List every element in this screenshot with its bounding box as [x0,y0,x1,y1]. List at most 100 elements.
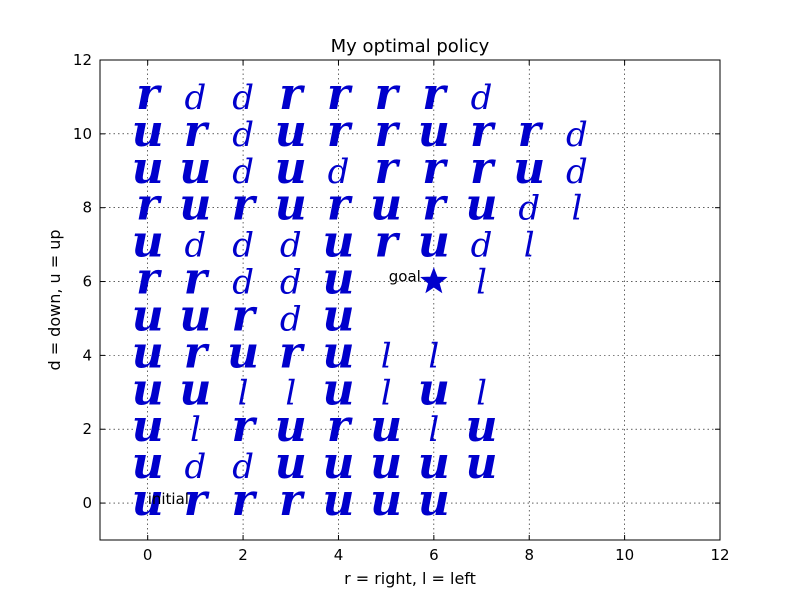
policy-action-mark: r [375,143,401,194]
policy-action-mark: r [375,69,401,120]
policy-action-mark: u [370,401,402,452]
policy-action-mark: u [132,401,164,452]
marks-layer: r d d r r r r du r d u r r u r r du u d u d r r r u dr u r u r u r u d lu d… [132,69,588,526]
policy-action-mark: l [381,336,392,376]
y-tick-label: 8 [82,199,92,217]
x-tick-label: 4 [334,546,344,564]
policy-action-mark: u [418,106,450,157]
policy-action-mark: u [179,364,211,415]
policy-action-mark: u [322,217,354,268]
policy-action-mark: d [280,299,302,339]
policy-action-mark: u [466,180,498,231]
policy-action-mark: u [418,364,450,415]
policy-action-mark: r [231,180,257,231]
policy-action-mark: d [232,78,254,118]
policy-action-mark: r [184,327,210,378]
policy-action-mark: r [279,69,305,120]
policy-action-mark: u [275,401,307,452]
policy-action-mark: d [518,189,540,229]
policy-action-mark: u [132,364,164,415]
policy-action-mark: r [231,475,257,526]
plot-frame [99,59,721,541]
policy-action-mark: u [513,143,545,194]
policy-action-mark: u [132,217,164,268]
y-tick-label: 0 [82,494,92,512]
policy-action-mark: u [418,217,450,268]
policy-action-mark: r [422,69,448,120]
policy-action-mark: r [184,106,210,157]
initial-label: initial [148,490,189,508]
ticks-layer: 0 2 4 6 8 10 12 0 2 4 6 8 10 12 [73,51,730,564]
policy-action-mark: u [370,438,402,489]
y-tick-label: 6 [82,273,92,291]
policy-action-mark: u [370,475,402,526]
policy-action-mark: r [136,69,162,120]
policy-action-mark: r [279,475,305,526]
policy-action-mark: r [470,106,496,157]
policy-action-mark: l [381,373,392,413]
policy-action-mark: l [476,263,487,303]
policy-action-mark: u [418,475,450,526]
policy-action-mark: u [179,290,211,341]
policy-action-mark: u [132,143,164,194]
x-tick-label: 12 [710,546,729,564]
policy-action-mark: u [275,106,307,157]
x-tick-label: 6 [429,546,439,564]
policy-action-mark: d [232,447,254,487]
policy-action-mark: d [280,226,302,266]
policy-action-mark: r [422,180,448,231]
policy-action-mark: u [418,438,450,489]
policy-action-mark: r [136,254,162,305]
policy-action-mark: d [232,263,254,303]
policy-action-mark: d [232,152,254,192]
policy-action-mark: r [327,401,353,452]
policy-action-mark: d [185,447,207,487]
policy-action-mark: u [132,475,164,526]
goal-label: goal [389,268,421,286]
policy-action-mark: d [566,152,588,192]
policy-action-mark: u [179,180,211,231]
policy-action-mark: r [184,475,210,526]
policy-action-mark: r [231,290,257,341]
policy-action-mark: u [132,290,164,341]
policy-action-mark: u [227,327,259,378]
policy-action-mark: r [375,217,401,268]
policy-action-mark: d [232,226,254,266]
x-tick-label: 0 [143,546,153,564]
policy-action-mark: u [322,290,354,341]
policy-action-mark: r [327,180,353,231]
policy-action-mark: d [185,78,207,118]
policy-action-mark: r [279,327,305,378]
chart-title: My optimal policy [331,36,490,57]
y-tick-label: 4 [82,346,92,364]
y-tick-label: 10 [73,125,92,143]
policy-action-mark: l [571,189,582,229]
policy-action-mark: u [132,106,164,157]
policy-action-mark: u [322,364,354,415]
policy-action-mark: u [275,180,307,231]
policy-action-mark: u [370,180,402,231]
x-tick-label: 10 [615,546,634,564]
policy-action-mark: r [470,143,496,194]
policy-action-mark: u [322,327,354,378]
policy-action-mark: d [566,115,588,155]
policy-action-mark: u [275,143,307,194]
policy-action-mark: u [322,475,354,526]
y-axis-title: d = down, u = up [45,229,64,370]
policy-action-mark: d [232,115,254,155]
policy-action-mark: r [327,69,353,120]
x-tick-label: 2 [238,546,248,564]
policy-action-mark: u [132,327,164,378]
policy-action-mark: d [280,263,302,303]
policy-action-mark: u [132,438,164,489]
y-tick-label: 2 [82,420,92,438]
x-axis-title: r = right, l = left [344,569,476,588]
policy-action-mark: r [518,106,544,157]
policy-action-mark: r [327,106,353,157]
policy-action-mark: d [471,226,493,266]
policy-action-mark: r [136,180,162,231]
policy-action-mark: l [190,410,201,450]
policy-action-mark: u [275,438,307,489]
policy-action-mark: r [422,143,448,194]
